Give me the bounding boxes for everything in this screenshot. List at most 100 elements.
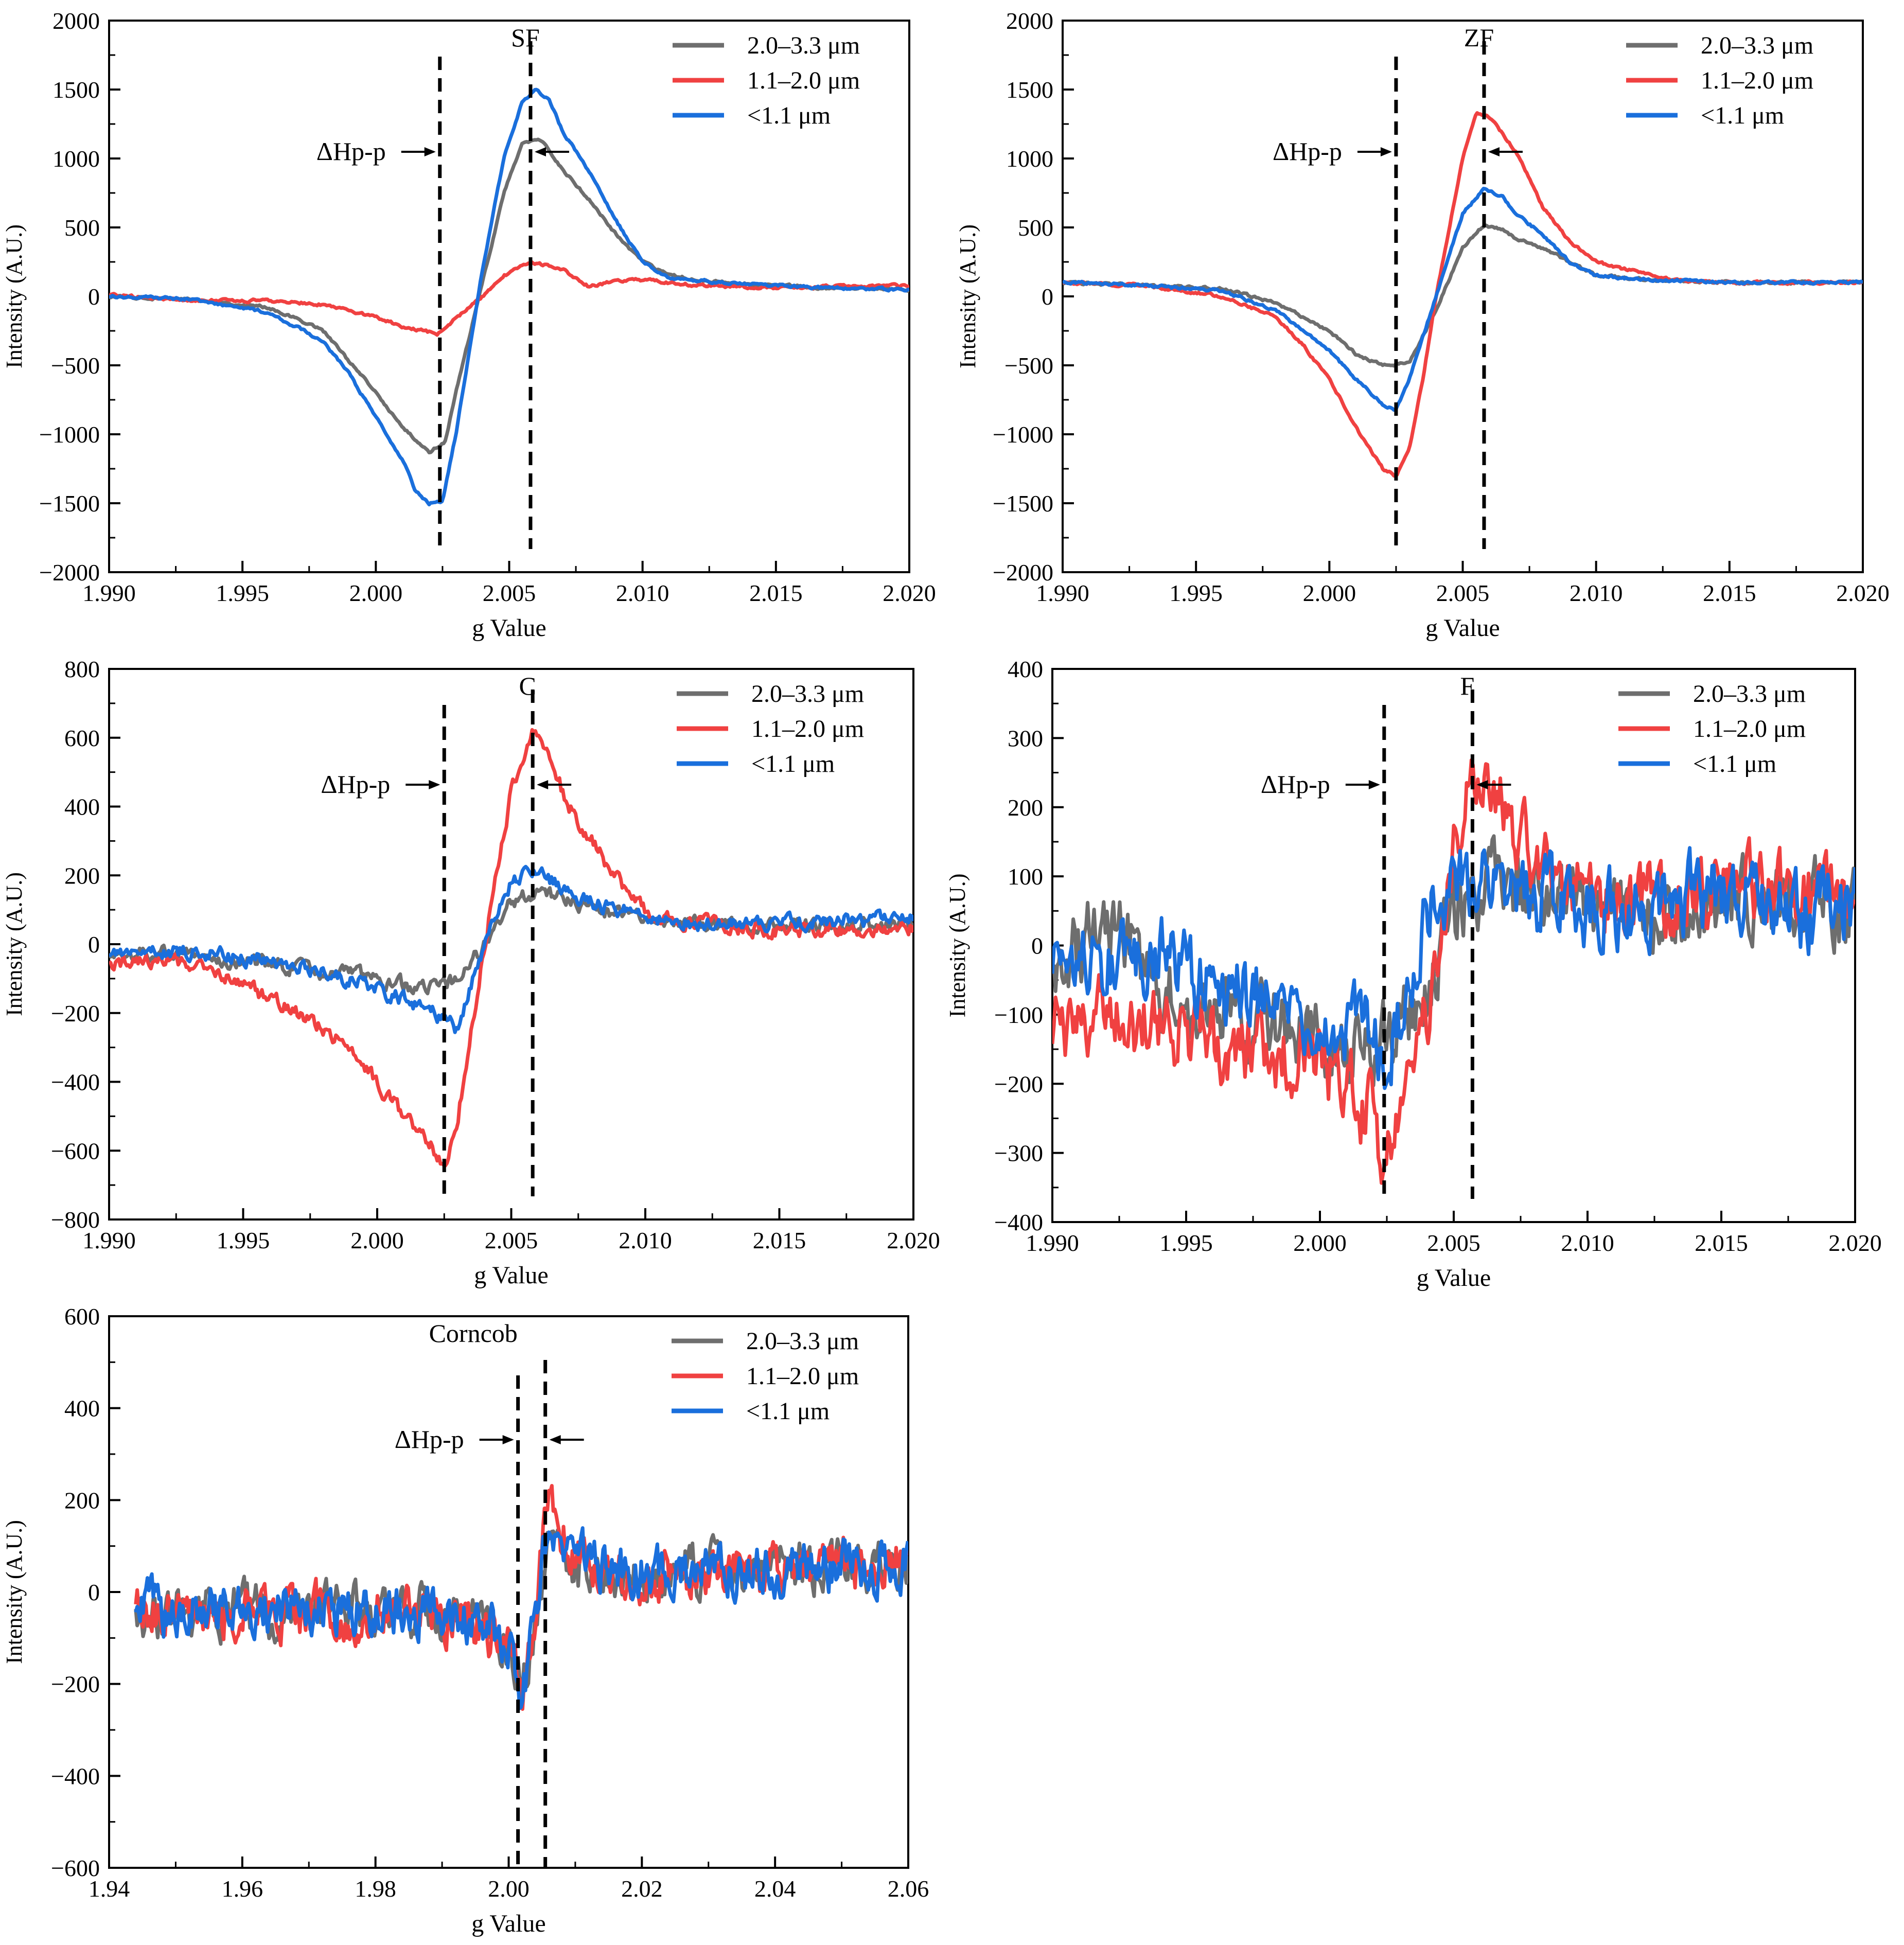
y-tick-label: 1000 [52, 146, 100, 172]
series-line-1 [1052, 758, 1855, 1185]
y-tick-label: 0 [1042, 284, 1053, 310]
y-tick-label: −800 [51, 1207, 100, 1233]
y-tick-label: 0 [88, 1579, 100, 1605]
x-tick-label: 2.04 [754, 1876, 796, 1902]
x-tick-label: 2.005 [1436, 580, 1490, 606]
arrowhead-left-icon [534, 147, 546, 156]
x-tick-label: 2.000 [350, 1227, 404, 1253]
legend-label: <1.1 μm [747, 102, 831, 129]
legend-label: <1.1 μm [751, 750, 835, 777]
legend-label: 1.1–2.0 μm [747, 67, 860, 94]
x-tick-label: 2.000 [1303, 580, 1356, 606]
y-tick-label: −300 [994, 1140, 1043, 1166]
y-tick-label: 500 [1018, 215, 1053, 241]
x-tick-label: 1.990 [1026, 1230, 1079, 1256]
arrowhead-left-icon [549, 1435, 561, 1444]
x-tick-label: 2.005 [1427, 1230, 1480, 1256]
x-tick-label: 1.990 [1036, 580, 1089, 606]
legend-label: 1.1–2.0 μm [1701, 67, 1813, 94]
y-tick-label: −2000 [993, 559, 1053, 586]
x-tick-label: 2.020 [1836, 580, 1890, 606]
series-line-2 [1052, 846, 1855, 1090]
y-tick-label: −400 [994, 1209, 1043, 1235]
y-tick-label: −1500 [993, 490, 1053, 517]
y-tick-label: −400 [51, 1069, 100, 1095]
legend-label: 1.1–2.0 μm [746, 1363, 859, 1390]
panel-title: SF [511, 23, 540, 52]
arrowhead-right-icon [1368, 780, 1380, 789]
delta-hpp-label: ΔHp-p [1273, 137, 1342, 166]
y-tick-label: −500 [1004, 352, 1053, 379]
y-tick-label: −200 [994, 1071, 1043, 1097]
series-line-2 [1063, 186, 1863, 412]
delta-hpp-label: ΔHp-p [321, 770, 390, 799]
y-tick-label: 400 [64, 1395, 100, 1422]
series-line-2 [134, 1526, 908, 1710]
arrowhead-left-icon [1488, 147, 1500, 156]
y-tick-label: −200 [51, 1000, 100, 1027]
x-tick-label: 2.020 [1828, 1230, 1882, 1256]
y-tick-label: 400 [1008, 656, 1043, 682]
arrowhead-right-icon [1380, 147, 1392, 156]
legend-label: 1.1–2.0 μm [751, 715, 864, 742]
x-tick-label: 1.94 [89, 1876, 130, 1902]
y-axis-title: Intensity (A.U.) [2, 224, 27, 368]
arrowhead-left-icon [1476, 780, 1488, 789]
panel-title: C [519, 671, 536, 700]
x-tick-label: 2.010 [616, 580, 669, 606]
x-tick-label: 1.995 [216, 580, 269, 606]
delta-hpp-label: ΔHp-p [1261, 770, 1330, 799]
series-line-0 [109, 137, 909, 454]
x-tick-label: 2.015 [753, 1227, 806, 1253]
y-tick-label: 100 [1008, 863, 1043, 890]
arrowhead-right-icon [502, 1435, 514, 1444]
y-tick-label: 0 [88, 284, 100, 310]
panel-title: Corncob [429, 1319, 518, 1348]
arrowhead-right-icon [429, 780, 440, 789]
arrowhead-right-icon [424, 147, 436, 156]
y-axis-title: Intensity (A.U.) [945, 874, 970, 1018]
y-tick-label: 200 [1008, 794, 1043, 821]
x-tick-label: 1.995 [1159, 1230, 1213, 1256]
x-tick-label: 1.96 [222, 1876, 263, 1902]
y-tick-label: −1000 [39, 421, 100, 448]
delta-hpp-label: ΔHp-p [316, 137, 386, 166]
x-tick-label: 1.995 [217, 1227, 270, 1253]
x-tick-label: 2.000 [1293, 1230, 1347, 1256]
legend-label: 2.0–3.3 μm [751, 680, 864, 708]
y-tick-label: −200 [51, 1671, 100, 1698]
x-tick-label: 2.06 [888, 1876, 929, 1902]
y-tick-label: 600 [64, 725, 100, 751]
y-tick-label: 1000 [1006, 146, 1053, 172]
x-tick-label: 1.995 [1169, 580, 1223, 606]
y-tick-label: 400 [64, 794, 100, 820]
y-tick-label: 0 [88, 931, 100, 958]
y-tick-label: 800 [64, 656, 100, 682]
y-tick-label: −100 [994, 1002, 1043, 1028]
x-tick-label: 2.020 [887, 1227, 940, 1253]
panel-title: F [1460, 671, 1474, 700]
arrowhead-left-icon [537, 780, 549, 789]
y-axis-title: Intensity (A.U.) [2, 1520, 27, 1664]
x-axis-title: g Value [471, 1910, 545, 1937]
chart-panel-4: 1.94 1.96 1.98 2.00 2.02 2.04 2.06 −600 −400 −200… [2, 1303, 929, 1937]
x-tick-label: 2.015 [1703, 580, 1756, 606]
x-axis-title: g Value [1417, 1264, 1491, 1292]
y-tick-label: −2000 [39, 559, 100, 586]
x-tick-label: 2.015 [749, 580, 803, 606]
y-tick-label: −600 [51, 1138, 100, 1164]
y-axis-title: Intensity (A.U.) [2, 872, 27, 1016]
legend-label: <1.1 μm [1693, 750, 1776, 777]
series-line-1 [109, 260, 909, 337]
series-line-1 [109, 728, 913, 1168]
x-tick-label: 2.00 [488, 1876, 530, 1902]
legend-label: 2.0–3.3 μm [747, 32, 860, 59]
y-tick-label: 200 [64, 1487, 100, 1513]
x-tick-label: 2.000 [349, 580, 403, 606]
y-tick-label: 500 [64, 215, 100, 241]
chart-panel-0: 1.990 1.995 2.000 2.005 2.010 2.015 2.020 −2000… [2, 8, 936, 642]
legend-label: <1.1 μm [746, 1398, 830, 1425]
y-tick-label: 2000 [52, 8, 100, 34]
x-tick-label: 2.010 [619, 1227, 672, 1253]
